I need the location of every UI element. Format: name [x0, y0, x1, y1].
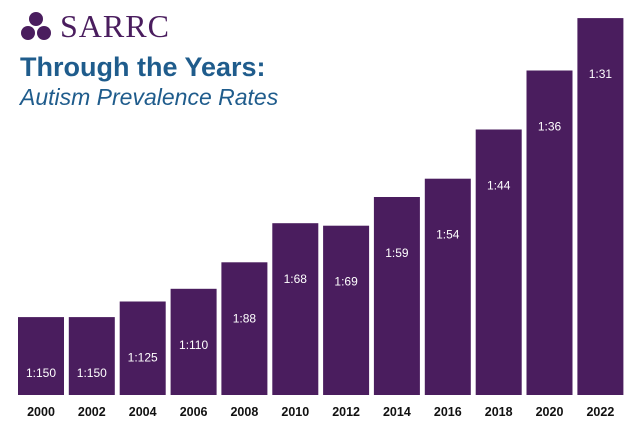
x-tick-label: 2016	[434, 405, 462, 419]
x-tick-label: 2020	[536, 405, 564, 419]
x-tick-label: 2006	[180, 405, 208, 419]
bar-data-label: 1:150	[26, 366, 56, 380]
brand-name: SARRC	[60, 8, 170, 44]
x-tick-label: 2000	[27, 405, 55, 419]
bar-2020	[526, 70, 573, 395]
x-tick-label: 2010	[281, 405, 309, 419]
bar-data-label: 1:68	[284, 272, 308, 286]
x-tick-label: 2014	[383, 405, 411, 419]
brand: SARRC	[20, 8, 278, 44]
bar-data-label: 1:36	[538, 120, 562, 134]
bar-2002	[68, 317, 115, 395]
chart-title: Through the Years:	[20, 52, 266, 82]
three-circles-logo-icon	[21, 12, 51, 40]
bar-2016	[424, 178, 471, 395]
header: SARRC Through the Years: Autism Prevalen…	[20, 8, 278, 112]
bar-2008	[221, 262, 268, 395]
bar-2018	[475, 129, 522, 395]
x-tick-label: 2022	[586, 405, 614, 419]
bar-data-label: 1:110	[179, 338, 208, 352]
bar-data-label: 1:31	[589, 67, 613, 81]
bar-2014	[373, 197, 420, 395]
bar-data-label: 1:54	[436, 228, 460, 242]
x-tick-label: 2018	[485, 405, 513, 419]
bar-data-label: 1:125	[128, 351, 158, 365]
x-tick-label: 2008	[230, 405, 258, 419]
bar-data-label: 1:88	[233, 311, 257, 325]
x-tick-label: 2012	[332, 405, 360, 419]
chart-subtitle: Autism Prevalence Rates	[20, 84, 279, 110]
bar-data-label: 1:150	[77, 366, 107, 380]
bar-data-label: 1:44	[487, 179, 511, 193]
bar-2012	[323, 225, 370, 395]
bar-data-label: 1:69	[334, 275, 358, 289]
bar-2022	[577, 18, 624, 395]
bar-data-label: 1:59	[385, 246, 409, 260]
bar-2004	[119, 301, 166, 395]
x-tick-label: 2004	[129, 405, 157, 419]
bar-2006	[170, 288, 217, 395]
x-tick-label: 2002	[78, 405, 106, 419]
bar-2010	[272, 223, 319, 395]
bar-2000	[18, 317, 64, 395]
